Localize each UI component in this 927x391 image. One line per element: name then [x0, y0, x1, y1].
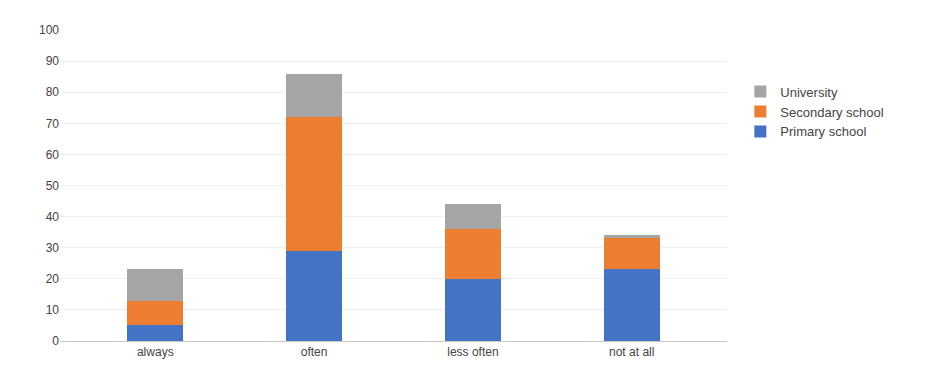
- svg-text:90: 90: [46, 54, 60, 68]
- svg-text:less often: less often: [447, 345, 498, 359]
- svg-text:not at all: not at all: [609, 345, 654, 359]
- svg-text:20: 20: [46, 272, 60, 286]
- svg-text:100: 100: [39, 23, 59, 37]
- svg-text:Primary school: Primary school: [780, 124, 866, 139]
- svg-text:always: always: [137, 345, 174, 359]
- svg-text:70: 70: [46, 117, 60, 131]
- svg-text:50: 50: [46, 179, 60, 193]
- svg-text:University: University: [780, 85, 838, 100]
- svg-text:60: 60: [46, 148, 60, 162]
- svg-text:40: 40: [46, 210, 60, 224]
- svg-text:10: 10: [46, 303, 60, 317]
- svg-text:often: often: [301, 345, 328, 359]
- svg-text:Secondary school: Secondary school: [780, 105, 883, 120]
- svg-text:0: 0: [52, 334, 59, 348]
- svg-text:30: 30: [46, 241, 60, 255]
- svg-text:80: 80: [46, 85, 60, 99]
